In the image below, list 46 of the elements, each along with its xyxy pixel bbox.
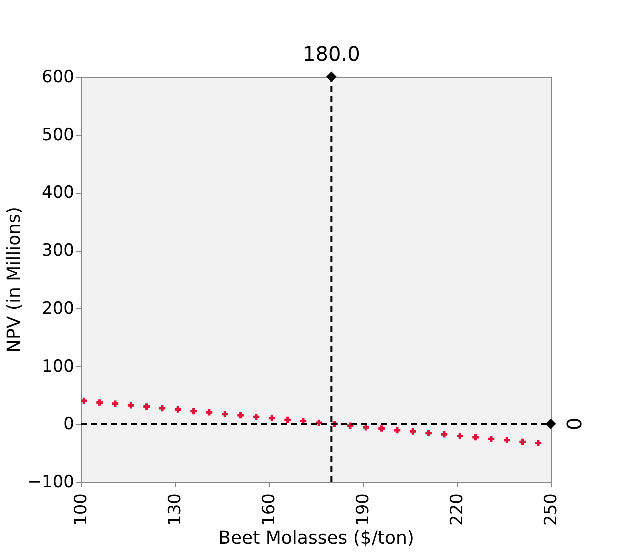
point (206, 409, 213, 416)
point (174, 406, 182, 413)
y-tick-label: 600 (42, 68, 74, 88)
point (347, 422, 354, 430)
point (472, 434, 479, 441)
x-tick-label: 190 (354, 494, 374, 526)
point (520, 438, 526, 446)
y-tick-label: 400 (42, 183, 74, 204)
y-tick-label: 200 (42, 298, 74, 319)
y-tick-label: 0 (64, 414, 74, 435)
point (410, 428, 416, 435)
point (238, 412, 244, 419)
point (394, 427, 401, 434)
point (144, 404, 150, 410)
y-tick-label: 100 (42, 356, 74, 377)
point (378, 426, 385, 432)
point (253, 414, 260, 420)
point (441, 431, 448, 438)
x-tick-label: 220 (448, 494, 468, 526)
point (190, 408, 197, 415)
y-tick-label: −100 (28, 472, 74, 492)
point (488, 436, 495, 442)
y-tick-label: 500 (42, 125, 74, 146)
point (80, 398, 88, 404)
point (96, 400, 103, 406)
ref-line-label: 0 (562, 418, 586, 431)
y-axis-title: NPV (in Millions) (4, 207, 25, 353)
point (362, 424, 370, 431)
x-tick-label: 160 (260, 494, 280, 526)
point (456, 433, 464, 440)
point (284, 416, 291, 424)
point (112, 400, 119, 408)
point (268, 415, 276, 422)
point (504, 437, 510, 444)
point (159, 405, 166, 412)
point (535, 440, 542, 446)
point (426, 430, 432, 437)
y-tick-label: 300 (42, 241, 74, 262)
point (222, 411, 228, 418)
ref-line-label: 180.0 (303, 42, 360, 66)
point (546, 418, 556, 430)
x-axis-title: Beet Molasses ($/ton) (218, 528, 414, 549)
x-tick-label: 250 (542, 494, 562, 526)
point (128, 402, 134, 409)
x-tick-label: 130 (166, 494, 186, 526)
point (316, 420, 322, 426)
